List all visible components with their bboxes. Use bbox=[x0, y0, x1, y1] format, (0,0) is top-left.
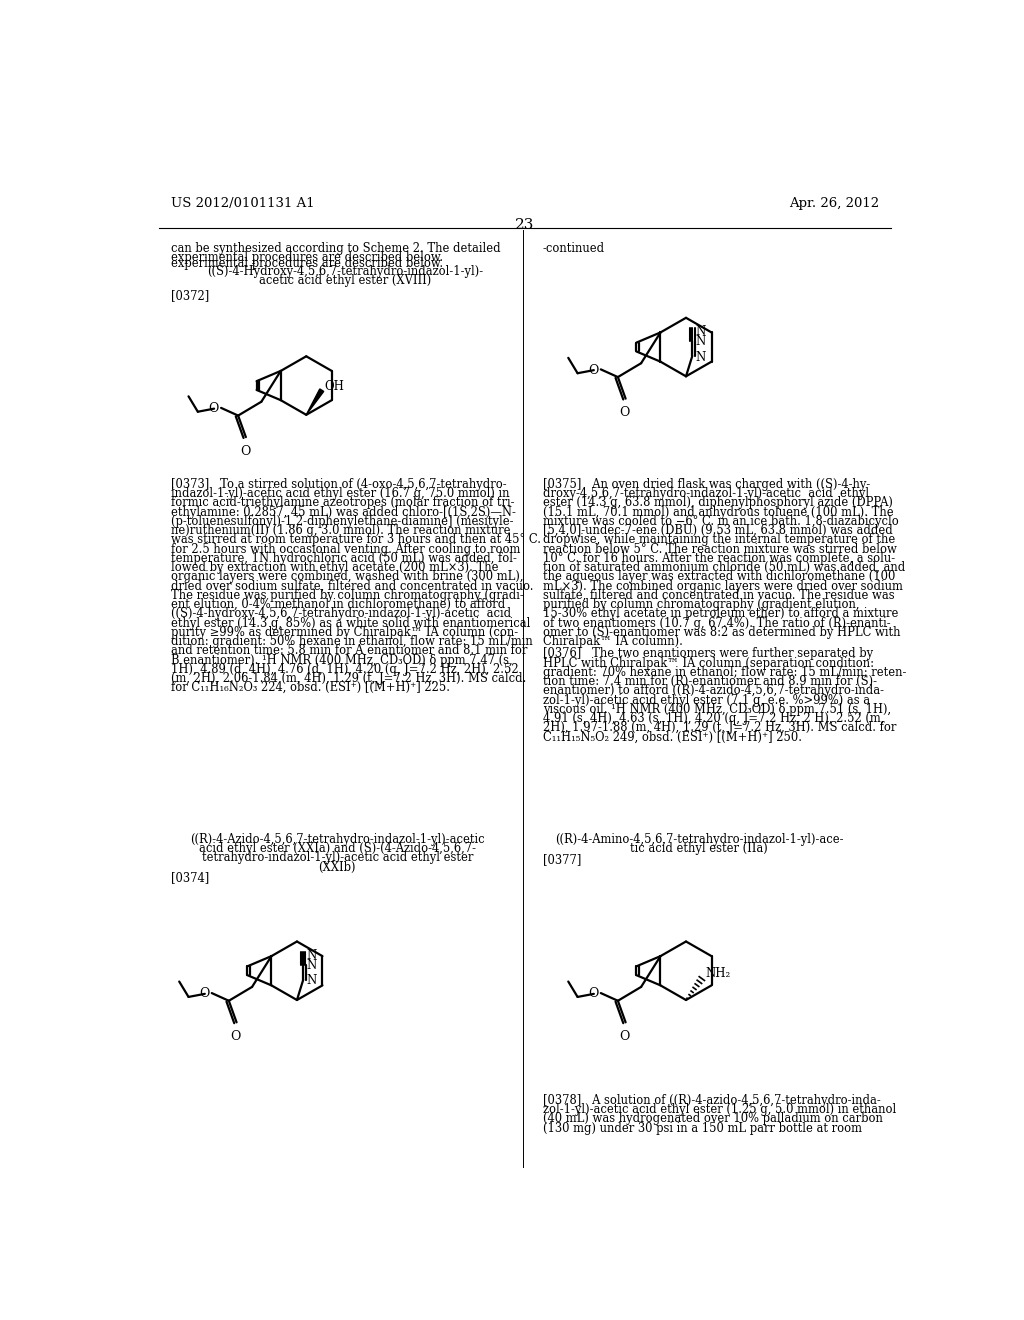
Text: 2H), 1.97-1.88 (m, 4H), 1.29 (t, J=7.2 Hz, 3H). MS calcd. for: 2H), 1.97-1.88 (m, 4H), 1.29 (t, J=7.2 H… bbox=[543, 721, 896, 734]
Text: [0376]   The two enantiomers were further separated by: [0376] The two enantiomers were further … bbox=[543, 647, 872, 660]
Text: 1H), 4.89 (d, 4H), 4.76 (d, 1H), 4.20 (q, J=7.2 Hz, 2H), 2.52: 1H), 4.89 (d, 4H), 4.76 (d, 1H), 4.20 (q… bbox=[171, 663, 518, 676]
Text: can be synthesized according to Scheme 2. The detailed
experimental procedures a: can be synthesized according to Scheme 2… bbox=[171, 242, 501, 269]
Text: reaction below 5° C. The reaction mixture was stirred below: reaction below 5° C. The reaction mixtur… bbox=[543, 543, 896, 556]
Text: ne)ruthenium(II) (1.86 g, 3.0 mmol). The reaction mixture: ne)ruthenium(II) (1.86 g, 3.0 mmol). The… bbox=[171, 524, 510, 537]
Text: 15-30% ethyl acetate in petroleum ether) to afford a mixture: 15-30% ethyl acetate in petroleum ether)… bbox=[543, 607, 898, 620]
Text: ((R)-4-Azido-4,5,6,7-tetrahydro-indazol-1-yl)-acetic: ((R)-4-Azido-4,5,6,7-tetrahydro-indazol-… bbox=[189, 833, 484, 846]
Text: ester (14.3 g, 63.8 mmol), diphenylphosphoryl azide (DPPA): ester (14.3 g, 63.8 mmol), diphenylphosp… bbox=[543, 496, 893, 510]
Text: droxy-4,5,6,7-tetrahydro-indazol-1-yl)-acetic  acid  ethyl: droxy-4,5,6,7-tetrahydro-indazol-1-yl)-a… bbox=[543, 487, 868, 500]
Text: organic layers were combined, washed with brine (300 mL),: organic layers were combined, washed wit… bbox=[171, 570, 523, 583]
Text: gradient: 70% hexane in ethanol; flow rate: 15 mL/min; reten-: gradient: 70% hexane in ethanol; flow ra… bbox=[543, 665, 906, 678]
Text: O: O bbox=[230, 1030, 241, 1043]
Text: tion time: 7.4 min for (R)-enantiomer and 8.9 min for (S)-: tion time: 7.4 min for (R)-enantiomer an… bbox=[543, 675, 877, 688]
Text: N: N bbox=[695, 351, 706, 363]
Text: ((S)-4-hydroxy-4,5,6,7-tetrahydro-indazol-1-yl)-acetic  acid: ((S)-4-hydroxy-4,5,6,7-tetrahydro-indazo… bbox=[171, 607, 511, 620]
Text: O: O bbox=[240, 445, 250, 458]
Text: ethyl ester (14.3 g, 85%) as a white solid with enantiomerical: ethyl ester (14.3 g, 85%) as a white sol… bbox=[171, 616, 530, 630]
Text: 10° C. for 16 hours. After the reaction was complete, a solu-: 10° C. for 16 hours. After the reaction … bbox=[543, 552, 895, 565]
Text: N: N bbox=[306, 958, 316, 972]
Text: purified by column chromatography (gradient elution,: purified by column chromatography (gradi… bbox=[543, 598, 859, 611]
Text: sulfate, filtered and concentrated in vacuo. The residue was: sulfate, filtered and concentrated in va… bbox=[543, 589, 894, 602]
Text: [0378]   A solution of ((R)-4-azido-4,5,6,7-tetrahydro-inda-: [0378] A solution of ((R)-4-azido-4,5,6,… bbox=[543, 1094, 881, 1107]
Text: [0373]   To a stirred solution of (4-oxo-4,5,6,7-tetrahydro-: [0373] To a stirred solution of (4-oxo-4… bbox=[171, 478, 506, 491]
Text: ent elution, 0-4% methanol in dichloromethane) to afford: ent elution, 0-4% methanol in dichlorome… bbox=[171, 598, 505, 611]
Text: omer to (S)-enantiomer was 8:2 as determined by HPLC with: omer to (S)-enantiomer was 8:2 as determ… bbox=[543, 626, 900, 639]
Text: ((R)-4-Amino-4,5,6,7-tetrahydro-indazol-1-yl)-ace-: ((R)-4-Amino-4,5,6,7-tetrahydro-indazol-… bbox=[555, 833, 844, 846]
Text: [5,4,0]-undec-7-ene (DBU) (9.53 mL, 63.8 mmol) was added: [5,4,0]-undec-7-ene (DBU) (9.53 mL, 63.8… bbox=[543, 524, 892, 537]
Text: O: O bbox=[620, 1030, 630, 1043]
Text: dropwise, while maintaining the internal temperature of the: dropwise, while maintaining the internal… bbox=[543, 533, 895, 546]
Text: N: N bbox=[695, 326, 706, 338]
Text: acid ethyl ester (XXIa) and (S)-(4-Azido-4,5,6,7-: acid ethyl ester (XXIa) and (S)-(4-Azido… bbox=[199, 842, 476, 855]
Text: the aqueous layer was extracted with dichloromethane (100: the aqueous layer was extracted with dic… bbox=[543, 570, 895, 583]
Text: [0375]   An oven dried flask was charged with ((S)-4-hy-: [0375] An oven dried flask was charged w… bbox=[543, 478, 869, 491]
Text: was stirred at room temperature for 3 hours and then at 45° C.: was stirred at room temperature for 3 ho… bbox=[171, 533, 541, 546]
Text: zol-1-yl)-acetic acid ethyl ester (7.1 g, e.e. %>99%) as a: zol-1-yl)-acetic acid ethyl ester (7.1 g… bbox=[543, 693, 869, 706]
Text: O: O bbox=[199, 987, 209, 1001]
Text: [0374]: [0374] bbox=[171, 871, 209, 884]
Text: ethylamine: 0.2857, 45 mL) was added chloro-[(1S,2S)—N-: ethylamine: 0.2857, 45 mL) was added chl… bbox=[171, 506, 515, 519]
Text: Chiralpak™ IA column).: Chiralpak™ IA column). bbox=[543, 635, 683, 648]
Text: tic acid ethyl ester (IIa): tic acid ethyl ester (IIa) bbox=[631, 842, 768, 855]
Text: indazol-1-yl)-acetic acid ethyl ester (16.7 g, 75.0 mmol) in: indazol-1-yl)-acetic acid ethyl ester (1… bbox=[171, 487, 509, 500]
Text: purity ≥99% as determined by Chiralpak™ IA column (con-: purity ≥99% as determined by Chiralpak™ … bbox=[171, 626, 518, 639]
Text: and retention time: 5.8 min for A enantiomer and 8.1 min for: and retention time: 5.8 min for A enanti… bbox=[171, 644, 527, 657]
Text: formic acid-triethylamine azeotropes (molar fraction of tri-: formic acid-triethylamine azeotropes (mo… bbox=[171, 496, 514, 510]
Text: NH₂: NH₂ bbox=[706, 968, 731, 981]
Text: mixture was cooled to −6° C. in an ice bath. 1,8-diazabicyclo: mixture was cooled to −6° C. in an ice b… bbox=[543, 515, 898, 528]
Text: temperature, 1N hydrochloric acid (50 mL) was added, fol-: temperature, 1N hydrochloric acid (50 mL… bbox=[171, 552, 516, 565]
Text: mL×3). The combined organic layers were dried over sodium: mL×3). The combined organic layers were … bbox=[543, 579, 902, 593]
Text: viscous oil. ¹H NMR (400 MHz, CD₃OD) δ ppm 7.51 (s, 1H),: viscous oil. ¹H NMR (400 MHz, CD₃OD) δ p… bbox=[543, 702, 891, 715]
Text: enantiomer) to afford ((R)-4-azido-4,5,6,7-tetrahydro-inda-: enantiomer) to afford ((R)-4-azido-4,5,6… bbox=[543, 684, 884, 697]
Text: dition: gradient: 50% hexane in ethanol, flow rate: 15 mL/min: dition: gradient: 50% hexane in ethanol,… bbox=[171, 635, 532, 648]
Text: (40 mL) was hydrogenated over 10% palladium on carbon: (40 mL) was hydrogenated over 10% pallad… bbox=[543, 1113, 883, 1126]
Text: (p-toluenesulfonyl)-1,2-diphenylethane­diamine] (mesityle-: (p-toluenesulfonyl)-1,2-diphenylethane­d… bbox=[171, 515, 513, 528]
Text: (130 mg) under 30 psi in a 150 mL parr bottle at room: (130 mg) under 30 psi in a 150 mL parr b… bbox=[543, 1122, 861, 1135]
Text: [0372]: [0372] bbox=[171, 289, 209, 302]
Text: acetic acid ethyl ester (XVIII): acetic acid ethyl ester (XVIII) bbox=[259, 275, 431, 286]
Text: (XXIb): (XXIb) bbox=[318, 861, 356, 874]
Text: C₁₁H₁₅N₅O₂ 249, obsd. (ESI⁺) [(M+H)⁺] 250.: C₁₁H₁₅N₅O₂ 249, obsd. (ESI⁺) [(M+H)⁺] 25… bbox=[543, 730, 802, 743]
Text: O: O bbox=[208, 403, 218, 416]
Text: B enantiomer). ¹H NMR (400 MHz, CD₃OD) δ ppm 7.47 (s,: B enantiomer). ¹H NMR (400 MHz, CD₃OD) δ… bbox=[171, 653, 512, 667]
Text: O: O bbox=[620, 407, 630, 420]
Text: for C₁₁H₁₆N₂O₃ 224, obsd. (ESI⁺) [(M+H)⁺] 225.: for C₁₁H₁₆N₂O₃ 224, obsd. (ESI⁺) [(M+H)⁺… bbox=[171, 681, 450, 694]
Text: The residue was purified by column chromatography (gradi-: The residue was purified by column chrom… bbox=[171, 589, 523, 602]
Text: N: N bbox=[306, 974, 316, 987]
Text: of two enantiomers (10.7 g, 67.4%). The ratio of (R)-enanti-: of two enantiomers (10.7 g, 67.4%). The … bbox=[543, 616, 890, 630]
Text: -continued: -continued bbox=[543, 242, 605, 255]
Text: Apr. 26, 2012: Apr. 26, 2012 bbox=[788, 197, 879, 210]
Text: HPLC with Chiralpak™ IA column (separation condition:: HPLC with Chiralpak™ IA column (separati… bbox=[543, 656, 873, 669]
Text: (15.1 mL, 70.1 mmol) and anhydrous toluene (100 mL). The: (15.1 mL, 70.1 mmol) and anhydrous tolue… bbox=[543, 506, 893, 519]
Text: tetrahydro-indazol-1-yl)-acetic acid ethyl ester: tetrahydro-indazol-1-yl)-acetic acid eth… bbox=[202, 851, 473, 865]
Text: 23: 23 bbox=[515, 218, 535, 232]
Text: N: N bbox=[306, 949, 316, 962]
Text: OH: OH bbox=[324, 380, 344, 393]
Text: ((S)-4-Hydroxy-4,5,6,7-tetrahydro-indazol-1-yl)-: ((S)-4-Hydroxy-4,5,6,7-tetrahydro-indazo… bbox=[207, 264, 483, 277]
Text: O: O bbox=[588, 363, 598, 376]
Text: 4.91 (s, 4H), 4.63 (s, 1H), 4.20 (q, J=7.2 Hz, 2 H), 2.52 (m,: 4.91 (s, 4H), 4.63 (s, 1H), 4.20 (q, J=7… bbox=[543, 711, 884, 725]
Text: lowed by extraction with ethyl acetate (200 mL×3). The: lowed by extraction with ethyl acetate (… bbox=[171, 561, 498, 574]
Text: US 2012/0101131 A1: US 2012/0101131 A1 bbox=[171, 197, 314, 210]
Text: (m, 2H), 2.06-1.84 (m, 4H), 1.29 (t, J=7.2 Hz, 3H). MS calcd.: (m, 2H), 2.06-1.84 (m, 4H), 1.29 (t, J=7… bbox=[171, 672, 526, 685]
Text: experimental procedures are described below.: experimental procedures are described be… bbox=[171, 251, 442, 264]
Polygon shape bbox=[306, 389, 324, 414]
Text: O: O bbox=[588, 987, 598, 1001]
Text: N: N bbox=[695, 335, 706, 348]
Text: zol-1-yl)-acetic acid ethyl ester (1.25 g, 5.0 mmol) in ethanol: zol-1-yl)-acetic acid ethyl ester (1.25 … bbox=[543, 1104, 896, 1117]
Text: for 2.5 hours with occasional venting. After cooling to room: for 2.5 hours with occasional venting. A… bbox=[171, 543, 520, 556]
Text: [0377]: [0377] bbox=[543, 853, 581, 866]
Text: dried over sodium sulfate, filtered and concentrated in vacuo.: dried over sodium sulfate, filtered and … bbox=[171, 579, 534, 593]
Text: tion of saturated ammonium chloride (50 mL) was added, and: tion of saturated ammonium chloride (50 … bbox=[543, 561, 905, 574]
